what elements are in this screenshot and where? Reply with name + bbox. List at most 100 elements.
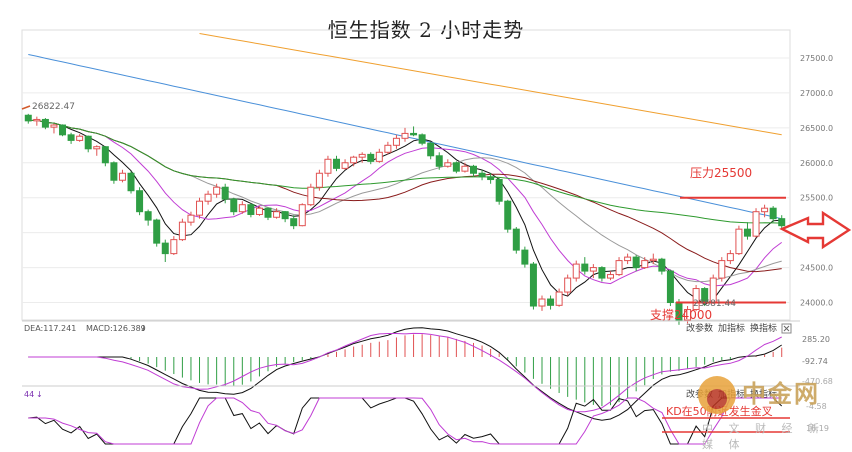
candle-body [435, 155, 443, 167]
candle-body [461, 165, 469, 172]
candle-body [67, 134, 75, 141]
candles [24, 113, 786, 325]
macd-bars [28, 327, 783, 421]
candle-body [375, 151, 383, 162]
y-tick-label: 27000.0 [800, 89, 833, 98]
candle-body [726, 253, 734, 262]
watermark-logo: 中金网 中 文 财 经 新 媒 体 [698, 372, 848, 451]
candle-body [769, 207, 777, 220]
candle-body [298, 204, 306, 227]
watermark-name: 中金网 [742, 380, 820, 408]
candle-body [247, 204, 255, 215]
macd-value-label: MACD:126.389 [86, 324, 146, 333]
macd-ytick-top: 285.20 [802, 335, 830, 344]
macd-ytick-mid: -92.74 [802, 357, 828, 366]
candle-body [512, 228, 520, 251]
kdj-lines [28, 397, 783, 445]
candle-body [153, 219, 161, 244]
candle-body [469, 165, 477, 174]
candle-body [230, 198, 238, 213]
macd-btn-add[interactable]: 加指标 [718, 322, 745, 334]
candle-body [521, 249, 529, 265]
watermark-sub: 中 文 财 经 新 媒 体 [702, 422, 825, 451]
candle-body [641, 260, 649, 269]
logo-icon [698, 376, 736, 414]
candle-body [615, 260, 623, 276]
candle-body [196, 200, 204, 216]
ma-60-line [28, 119, 782, 224]
y-tick-label: 26000.0 [800, 159, 833, 168]
y-tick-label: 27500.0 [800, 54, 833, 63]
close-icon [783, 325, 790, 332]
candle-body [555, 291, 563, 306]
candle-body [624, 256, 632, 262]
macd-dea-line [28, 332, 782, 413]
candle-body [144, 211, 152, 221]
candle-body [76, 135, 84, 141]
candle-body [170, 239, 178, 255]
main-panel-frame [21, 29, 791, 321]
moving-averages [28, 33, 782, 306]
candle-body [324, 158, 332, 174]
candle-body [752, 211, 760, 237]
candle-body [350, 156, 358, 164]
candle-body [444, 162, 452, 167]
candle-body [529, 263, 537, 307]
candle-body [778, 218, 786, 227]
candle-body [589, 267, 597, 272]
candle-body [101, 146, 109, 164]
candle-body [581, 263, 589, 272]
y-tick-label: 25500.0 [800, 194, 833, 203]
candle-body [204, 193, 212, 202]
candle-body [632, 256, 640, 269]
candle-body [684, 309, 692, 321]
candle-body [93, 146, 101, 150]
kdj-ytick-top: -4.58 [806, 402, 827, 411]
ma-250-line [199, 33, 782, 136]
y-tick-label: 24500.0 [800, 264, 833, 273]
candle-body [136, 190, 144, 213]
kdj-ytick-bot: 16.19 [806, 424, 829, 433]
y-tick-label: 26500.0 [800, 124, 833, 133]
macd-ytick-bot: -470.68 [802, 377, 833, 386]
candle-body [255, 207, 263, 215]
kdj-label: 44 [24, 390, 34, 399]
candle-body [24, 114, 32, 122]
candle-body [487, 176, 495, 181]
candle-body [110, 162, 118, 181]
candle-body [410, 132, 418, 136]
macd-arrow: ↓ [140, 324, 147, 333]
candle-body [452, 162, 460, 172]
candle-body [495, 179, 503, 202]
candle-body [127, 172, 135, 192]
candle-body [401, 132, 409, 139]
kdj-underline [662, 417, 790, 433]
candle-body [33, 118, 41, 122]
candle-body [666, 270, 674, 304]
candle-body [649, 258, 657, 262]
candle-body [307, 186, 315, 206]
candle-body [478, 172, 486, 178]
candle-body [743, 228, 751, 237]
candle-body [572, 263, 580, 279]
candle-body [221, 186, 229, 200]
candle-body [418, 134, 426, 144]
y-axis: 24000.024500.025000.025500.026000.026500… [800, 54, 833, 308]
macd-btn-params[interactable]: 改参数 [686, 322, 713, 334]
candle-body [598, 267, 606, 279]
candle-body [118, 172, 126, 181]
candle-body [178, 221, 186, 241]
resistance-label: 压力25500 [690, 166, 752, 180]
macd-dif-line [28, 327, 782, 421]
candle-body [392, 137, 400, 146]
macd-btn-switch[interactable]: 换指标 [750, 322, 777, 334]
macd-dea-label: DEA:117.241 [24, 324, 76, 333]
kdj-d-line [28, 397, 782, 445]
candle-body [692, 288, 700, 311]
candle-body [264, 207, 272, 218]
kdj-btn-switch[interactable]: 换指标 [750, 388, 777, 400]
candle-body [290, 218, 298, 227]
candle-body [606, 274, 614, 279]
candle-body [213, 186, 221, 195]
